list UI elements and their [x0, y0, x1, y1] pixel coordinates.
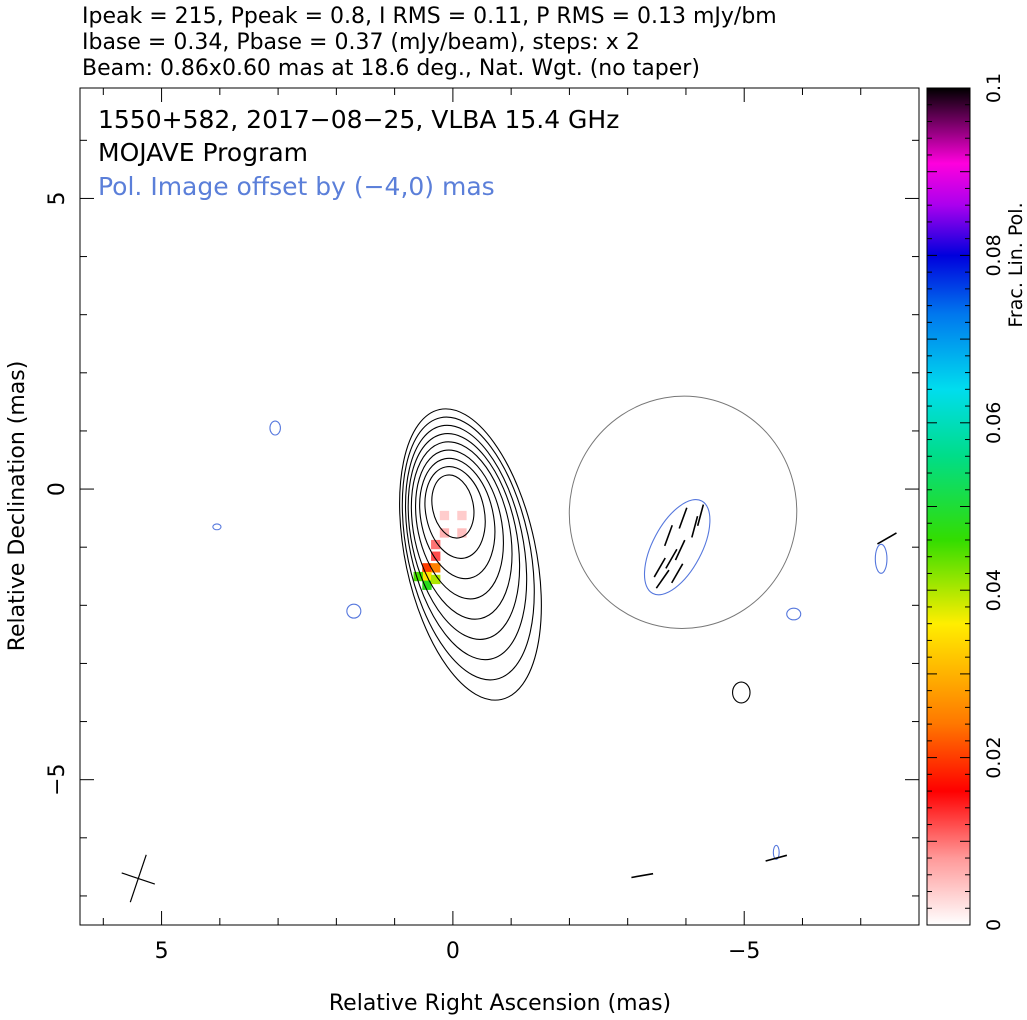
x-tick-label: −5 [728, 939, 760, 964]
evpa-vector [663, 524, 673, 547]
pol-contour-island [772, 844, 780, 860]
colorbar-tick-label: 0.02 [983, 736, 1005, 778]
x-tick-label: 5 [155, 939, 169, 964]
y-tick-label: −5 [45, 763, 70, 795]
source-annotation: 1550+582, 2017−08−25, VLBA 15.4 GHz [98, 105, 619, 134]
evpa-vector [691, 516, 699, 538]
colorbar-tick-label: 0.08 [983, 234, 1005, 276]
header-line-1: Ipeak = 215, Ppeak = 0.8, I RMS = 0.11, … [82, 4, 777, 29]
program-annotation: MOJAVE Program [98, 138, 308, 167]
evpa-vector [653, 557, 666, 578]
header-line-2: Ibase = 0.34, Pbase = 0.37 (mJy/beam), s… [82, 30, 640, 55]
stokes-i-contour [404, 424, 528, 661]
pol-outer-contour [568, 395, 798, 629]
colorbar-tick-label: 0 [983, 919, 1005, 931]
fractional-pol-pixel [431, 574, 441, 585]
fractional-pol-pixel [413, 571, 423, 582]
fractional-pol-pixel [457, 528, 467, 538]
y-tick-label: 5 [45, 191, 70, 205]
y-tick-label: 0 [45, 482, 70, 496]
x-tick-label: 0 [446, 939, 460, 964]
evpa-vector [678, 507, 688, 529]
pol-contour-island [874, 543, 888, 574]
evpa-vector [765, 854, 788, 862]
evpa-vector [696, 504, 705, 527]
pol-contour-island [786, 607, 802, 621]
y-axis-label: Relative Declination (mas) [5, 361, 30, 652]
colorbar-tick-label: 0.1 [983, 73, 1005, 103]
pol-inner-contour [643, 499, 711, 596]
pol-contour-island [732, 681, 751, 704]
offset-annotation: Pol. Image offset by (−4,0) mas [98, 172, 495, 201]
stokes-i-contour [410, 441, 513, 620]
pol-contour-island [346, 603, 362, 619]
fractional-pol-pixel [439, 510, 450, 521]
colorbar-tick-label: 0.06 [983, 402, 1005, 444]
stokes-i-contour [431, 474, 475, 539]
pol-contour-island [269, 420, 281, 436]
colorbar-label: Frac. Lin. Pol. [1005, 202, 1027, 327]
header-line-3: Beam: 0.86x0.60 mas at 18.6 deg., Nat. W… [82, 56, 700, 81]
stokes-i-contour [407, 433, 521, 640]
fractional-pol-pixel [457, 510, 467, 521]
beam-minor-axis [121, 872, 156, 885]
colorbar-tick-label: 0.04 [983, 569, 1005, 611]
evpa-vector [674, 539, 686, 561]
fractional-pol-pixel [431, 551, 441, 561]
evpa-vector [671, 563, 684, 584]
stokes-i-contour [419, 457, 496, 580]
evpa-vector [877, 532, 897, 545]
evpa-vector [631, 872, 654, 879]
stokes-i-contour [415, 449, 504, 600]
plot-frame [79, 87, 920, 926]
evpa-vector [665, 548, 678, 569]
fractional-pol-pixel [422, 563, 432, 573]
stokes-i-contour [401, 416, 535, 681]
pol-contour-island [212, 523, 222, 531]
colorbar-ticks: 0 0.02 0.04 0.06 0.08 0.1 [927, 73, 1005, 931]
stokes-i-contour [424, 466, 486, 559]
x-axis-label: Relative Right Ascension (mas) [329, 991, 671, 1016]
axis-ticks: 5 0 −5 5 0 −5 [45, 88, 920, 964]
fractional-pol-pixel [422, 580, 432, 590]
evpa-vector [655, 569, 670, 589]
fractional-pol-pixel [431, 539, 441, 550]
fractional-pol-pixel [431, 563, 441, 573]
stokes-i-contour [399, 408, 542, 701]
